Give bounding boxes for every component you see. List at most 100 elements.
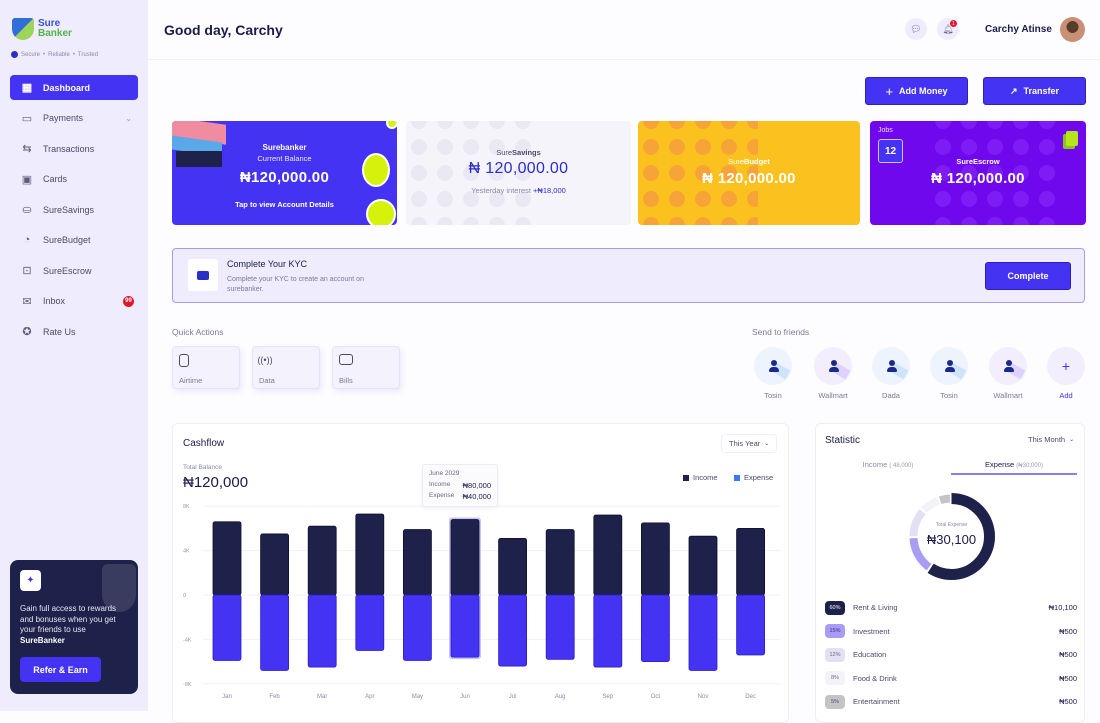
logo[interactable]: Sure Banker: [12, 18, 72, 40]
x-tick-label: Feb: [269, 694, 280, 700]
tab-income[interactable]: Income ( 48,000): [825, 460, 951, 475]
income-bar[interactable]: [498, 537, 528, 596]
tab-expense[interactable]: Expense (₦30,000): [951, 460, 1077, 475]
card-subtitle: Current Balance: [257, 154, 312, 163]
tooltip-income-value: ₦80,000: [462, 481, 491, 490]
income-bar[interactable]: [260, 533, 289, 596]
friend-contact[interactable]: Tosin: [930, 347, 968, 400]
tagline-secure: Secure: [21, 51, 41, 58]
tagline: Secure • Reliable • Trusted: [11, 51, 98, 58]
avatar[interactable]: [1060, 17, 1085, 42]
sidebar-item-surebudget[interactable]: ◔ SureBudget: [10, 228, 138, 253]
chevron-down-icon: ⌄: [764, 441, 770, 447]
card-amount: ₦ 120,000.00: [468, 160, 569, 177]
sidebar-item-cards[interactable]: ▣ Cards: [10, 167, 138, 192]
tooltip-expense-label: Expense: [429, 492, 455, 499]
expense-bar[interactable]: [545, 594, 575, 660]
sidebar-item-suresavings[interactable]: ⛀ SureSavings: [10, 197, 138, 222]
sidebar-item-label: SureSavings: [43, 204, 95, 215]
card-pattern: [930, 121, 1060, 225]
view-account-details-link[interactable]: Tap to view Account Details: [235, 200, 334, 209]
income-bar[interactable]: [736, 528, 765, 596]
friend-contact[interactable]: Tosin: [754, 347, 792, 400]
signal-icon: ((•)): [257, 355, 273, 365]
sidebar-item-transactions[interactable]: ⇆ Transactions: [10, 136, 138, 161]
sidebar-item-sureescrow[interactable]: ⊡ SureEscrow: [10, 258, 138, 283]
card-amount: ₦ 120,000.00: [931, 170, 1025, 187]
category-percent-badge: 5%: [825, 694, 845, 709]
quick-action-data[interactable]: ((•)) Data: [252, 346, 320, 389]
x-tick-label: Aug: [555, 694, 566, 700]
legend-swatch: [683, 474, 689, 481]
expense-donut-chart[interactable]: [904, 489, 999, 584]
expense-bar[interactable]: [355, 594, 385, 651]
expense-bar[interactable]: [498, 594, 528, 667]
chart-tooltip: June 2029 Income ₦80,000 Expense ₦40,000: [422, 464, 498, 507]
sidebar-item-rate-us[interactable]: ✪ Rate Us: [10, 319, 138, 344]
cashflow-bar-chart[interactable]: 8K 4K 0 -4K -8K Jan Feb Mar Apr May Jun Jul Aug Sep O…: [173, 494, 790, 704]
user-name[interactable]: Carchy Atinse: [985, 24, 1052, 35]
expense-category-row[interactable]: 12% Education ₦500: [825, 643, 1077, 667]
expense-bar[interactable]: [640, 594, 670, 662]
transfer-button[interactable]: ↗ Transfer: [983, 77, 1086, 105]
surebudget-card[interactable]: SureBudget ₦ 120,000.00: [638, 121, 860, 225]
income-bar[interactable]: [402, 529, 432, 596]
sidebar-item-dashboard[interactable]: ▦ Dashboard: [10, 75, 138, 100]
promo-brand: SureBanker: [20, 635, 65, 645]
category-percent-badge: 60%: [825, 600, 845, 615]
card-title: Surebanker: [262, 143, 307, 152]
complete-kyc-button[interactable]: Complete: [985, 262, 1071, 290]
expense-bar[interactable]: [212, 594, 242, 661]
income-bar[interactable]: [450, 519, 480, 596]
friend-contact[interactable]: Wallmart: [989, 347, 1027, 400]
expense-bar[interactable]: [260, 594, 289, 671]
chat-button[interactable]: 💬︎: [905, 18, 927, 40]
phone-icon: [179, 354, 189, 367]
expense-bar[interactable]: [307, 594, 337, 668]
page-title: Good day, Carchy: [164, 22, 283, 38]
grid-icon: ▦: [21, 82, 33, 94]
friend-contact[interactable]: Dada: [872, 347, 910, 400]
expense-bar[interactable]: [402, 594, 432, 661]
income-bar[interactable]: [640, 522, 670, 596]
expense-bar[interactable]: [450, 594, 480, 658]
quick-action-bills[interactable]: Bills: [332, 346, 400, 389]
income-bar[interactable]: [212, 521, 242, 596]
expense-bar[interactable]: [593, 594, 623, 668]
statistic-period-select[interactable]: This Month ⌄: [1021, 430, 1082, 449]
friend-contact[interactable]: Wallmart: [814, 347, 852, 400]
jobs-label: Jobs: [878, 127, 893, 134]
sidebar-item-label: Payments: [43, 113, 84, 123]
sidebar-item-payments[interactable]: ▭ Payments ⌄: [10, 106, 138, 131]
sureescrow-card[interactable]: Jobs 12 SureEscrow ₦ 120,000.00: [870, 121, 1086, 225]
expense-category-row[interactable]: 8% Food & Drink ₦500: [825, 667, 1077, 691]
transfer-label: Transfer: [1023, 86, 1060, 96]
category-value: ₦500: [1059, 650, 1077, 660]
sidebar-item-label: SureEscrow: [43, 265, 92, 276]
notifications-button[interactable]: 🔔︎ 1: [937, 18, 959, 40]
cashflow-period-select[interactable]: This Year ⌄: [721, 434, 778, 453]
current-balance-card[interactable]: Surebanker Current Balance ₦120,000.00 T…: [172, 121, 397, 225]
sidebar-item-inbox[interactable]: ✉ Inbox 99: [10, 289, 138, 314]
income-bar[interactable]: [545, 529, 575, 596]
total-balance-amount: ₦120,000: [183, 474, 249, 491]
income-bar[interactable]: [307, 525, 337, 596]
expense-category-row[interactable]: 60% Rent & Living ₦10,100: [825, 596, 1077, 620]
suresavings-card[interactable]: SureSavings ₦ 120,000.00 Yesterday inter…: [406, 121, 631, 225]
income-bar[interactable]: [355, 513, 385, 596]
add-friend-button[interactable]: + Add: [1047, 347, 1085, 400]
expense-category-list: 60% Rent & Living ₦10,100 15% Investment ₦500…: [825, 596, 1077, 714]
coin-icon: [362, 153, 390, 187]
donut-segment[interactable]: [908, 493, 995, 580]
y-tick-label: 4K: [183, 549, 190, 555]
interest-value: +₦18,000: [533, 186, 566, 195]
expense-category-row[interactable]: 5% Entertainment ₦500: [825, 690, 1077, 714]
expense-bar[interactable]: [688, 594, 718, 671]
income-bar[interactable]: [593, 514, 623, 596]
expense-bar[interactable]: [736, 594, 765, 656]
quick-action-airtime[interactable]: Airtime: [172, 346, 240, 389]
add-money-button[interactable]: + Add Money: [865, 77, 968, 105]
income-bar[interactable]: [688, 535, 718, 596]
expense-category-row[interactable]: 15% Investment ₦500: [825, 620, 1077, 644]
refer-earn-button[interactable]: Refer & Earn: [20, 657, 101, 682]
